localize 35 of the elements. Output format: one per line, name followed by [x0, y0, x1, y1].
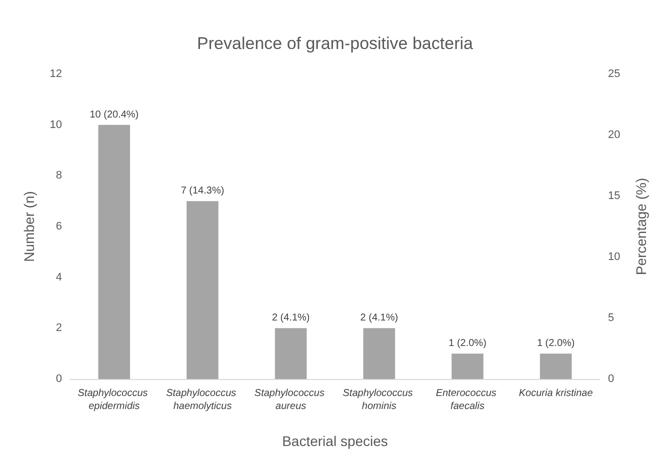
data-label: 1 (2.0%) [536, 338, 575, 350]
bar [186, 201, 218, 379]
bar [363, 328, 396, 379]
y2-axis-title: Percentage (%) [633, 178, 649, 276]
y2-tick-label: 10 [608, 251, 620, 263]
y2-tick-label: 25 [608, 68, 620, 80]
x-tick-label: Staphylococcus hominis [342, 388, 416, 412]
data-label: 7 (14.3%) [180, 186, 224, 197]
x-tick-label: Kocuria kristinae [518, 388, 594, 399]
x-tick-label: Enterococcus faecalis [436, 388, 500, 412]
y-tick-label: 0 [56, 373, 62, 385]
bar [98, 124, 130, 379]
y-tick-label: 10 [50, 118, 62, 131]
x-axis-title: Bacterial species [282, 433, 388, 449]
y-tick-label: 6 [56, 220, 62, 232]
data-label: 2 (4.1%) [360, 312, 398, 324]
y2-tick-label: 15 [608, 190, 620, 202]
data-label: 10 (20.4%) [90, 109, 139, 120]
x-tick-label: Staphylococcus haemolyticus [166, 388, 239, 412]
y-tick-label: 2 [56, 322, 62, 334]
data-label: 1 (2.0%) [448, 338, 486, 350]
data-label: 2 (4.1%) [272, 312, 310, 324]
y-tick-label: 12 [50, 68, 62, 80]
y2-tick-label: 5 [608, 312, 614, 324]
y-tick-label: 4 [56, 271, 62, 284]
y2-tick-label: 20 [608, 129, 620, 141]
y-tick-label: 8 [56, 170, 62, 182]
bar [274, 328, 307, 379]
y-axis-title: Number (n) [21, 191, 37, 262]
x-tick-label: Staphylococcus epidermidis [78, 388, 151, 412]
bar [452, 354, 484, 379]
chart-title: Prevalence of gram-positive bacteria [197, 34, 474, 53]
bar [540, 354, 572, 379]
x-tick-label: Staphylococcus aureus [254, 388, 328, 412]
y2-tick-label: 0 [608, 373, 614, 385]
